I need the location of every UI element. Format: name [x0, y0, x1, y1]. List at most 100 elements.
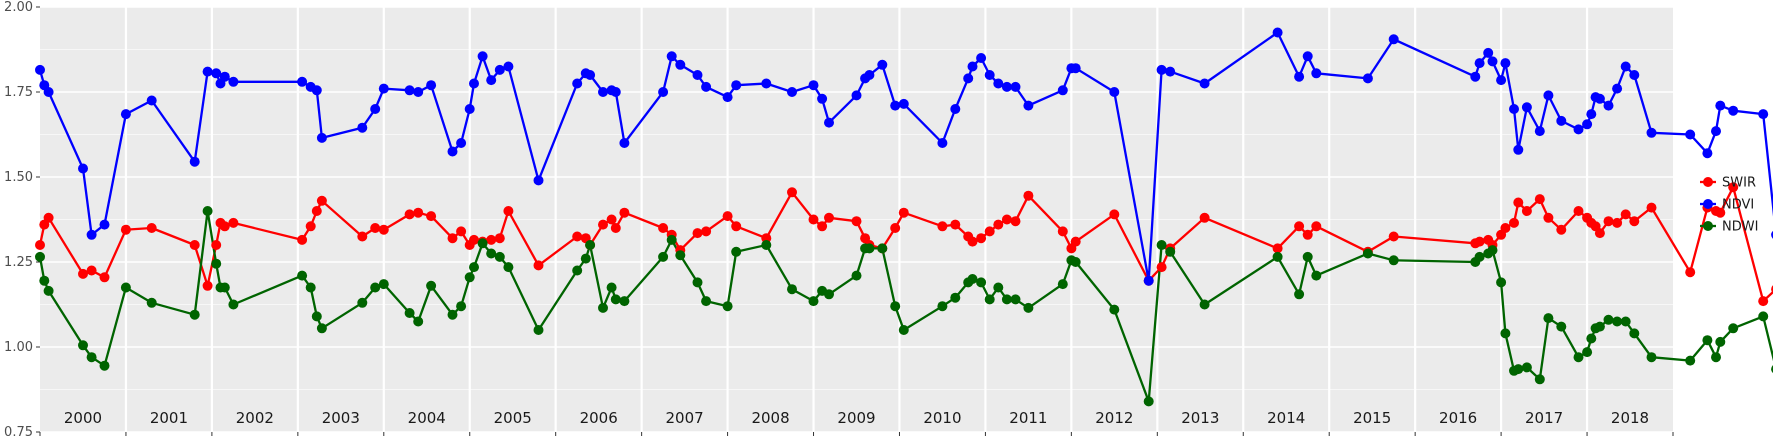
data-point-ndvi — [984, 70, 995, 80]
data-point-ndwi — [39, 275, 50, 286]
data-point-ndwi — [1010, 294, 1021, 305]
y-tick-label: 1.50 — [4, 170, 33, 185]
data-point-ndwi — [787, 284, 797, 295]
data-point-ndwi — [1156, 240, 1167, 250]
data-point-swir — [316, 195, 327, 206]
data-point-ndvi — [1573, 124, 1584, 135]
data-point-ndwi — [666, 234, 677, 245]
data-point-ndvi — [1702, 148, 1713, 159]
data-point-swir — [1620, 209, 1631, 220]
data-point-ndvi — [1556, 115, 1567, 126]
data-point-swir — [1023, 190, 1034, 201]
legend-item-ndvi: NDVI — [1700, 198, 1754, 213]
data-point-ndwi — [692, 277, 703, 288]
data-point-ndvi — [598, 87, 608, 97]
data-point-ndwi — [1711, 352, 1721, 363]
data-point-ndvi — [357, 122, 368, 133]
data-point-ndwi — [1603, 314, 1614, 325]
data-point-swir — [701, 226, 712, 237]
data-point-ndwi — [477, 238, 488, 249]
data-point-ndvi — [456, 138, 467, 148]
data-point-ndvi — [610, 87, 621, 97]
data-point-ndwi — [1388, 255, 1399, 266]
data-point-ndvi — [817, 93, 828, 104]
year-label: 2008 — [751, 409, 789, 427]
data-point-ndvi — [503, 61, 514, 72]
data-point-swir — [1199, 212, 1210, 223]
data-point-swir — [619, 207, 630, 218]
data-point-ndvi — [1685, 129, 1696, 140]
data-point-ndvi — [1199, 78, 1210, 89]
data-point-ndvi — [877, 59, 888, 70]
y-tick-label: 1.75 — [4, 85, 33, 100]
data-point-ndwi — [1646, 352, 1657, 363]
data-point-swir — [898, 207, 909, 218]
data-point-ndvi — [1513, 144, 1524, 155]
data-point-swir — [413, 207, 424, 218]
data-point-swir — [1594, 228, 1605, 239]
data-point-swir — [950, 219, 961, 230]
data-point-swir — [937, 221, 948, 232]
data-point-swir — [1057, 226, 1068, 237]
data-point-ndvi — [890, 100, 901, 111]
data-point-swir — [486, 234, 497, 245]
data-point-swir — [967, 236, 978, 247]
data-point-ndvi — [963, 73, 974, 84]
data-point-ndvi — [211, 68, 222, 79]
data-point-swir — [1758, 296, 1769, 307]
data-point-ndvi — [35, 64, 45, 75]
data-point-ndwi — [413, 316, 424, 327]
data-point-swir — [1509, 217, 1519, 228]
data-point-ndwi — [211, 258, 222, 269]
data-point-ndvi — [701, 81, 712, 92]
data-point-ndvi — [43, 87, 54, 97]
data-point-ndwi — [1143, 396, 1154, 407]
data-point-ndvi — [1156, 64, 1167, 75]
data-point-ndwi — [1165, 246, 1176, 257]
year-label: 2003 — [322, 409, 360, 427]
data-point-swir — [370, 223, 381, 233]
data-point-ndwi — [494, 251, 505, 262]
data-point-ndwi — [1556, 321, 1567, 332]
data-point-ndvi — [1487, 56, 1498, 67]
data-point-ndwi — [1500, 328, 1511, 339]
y-tick-label: 0.75 — [4, 425, 33, 440]
data-point-ndvi — [413, 87, 424, 97]
data-point-swir — [1728, 182, 1739, 193]
data-point-ndwi — [426, 280, 437, 291]
year-label: 2018 — [1611, 409, 1649, 427]
data-point-swir — [1612, 217, 1623, 228]
data-point-ndvi — [1057, 85, 1068, 96]
data-point-ndvi — [1543, 90, 1554, 101]
legend: SWIR NDVI NDWI — [1700, 176, 1758, 235]
year-label: 2007 — [666, 409, 704, 427]
data-point-ndvi — [378, 83, 389, 94]
data-point-ndwi — [1070, 257, 1081, 267]
data-point-swir — [1573, 206, 1584, 216]
data-point-ndwi — [202, 206, 213, 216]
data-point-swir — [378, 224, 389, 235]
data-point-ndwi — [1199, 299, 1210, 310]
data-point-ndwi — [824, 289, 834, 300]
data-point-ndvi — [761, 78, 772, 89]
data-point-swir — [1646, 202, 1657, 213]
year-label: 2012 — [1095, 409, 1133, 427]
data-point-swir — [305, 221, 316, 232]
year-label: 2016 — [1439, 409, 1477, 427]
data-point-ndwi — [1474, 251, 1485, 262]
data-point-ndwi — [606, 282, 617, 293]
data-point-ndwi — [464, 272, 475, 283]
data-point-swir — [824, 212, 834, 223]
legend-key-marker — [1703, 177, 1713, 187]
data-point-ndvi — [967, 61, 978, 72]
data-point-ndwi — [658, 251, 669, 262]
data-point-swir — [297, 234, 308, 245]
data-point-ndwi — [619, 296, 630, 307]
data-point-ndwi — [447, 309, 458, 320]
data-point-ndvi — [1001, 81, 1012, 92]
data-point-swir — [1010, 216, 1021, 227]
data-point-swir — [1715, 207, 1726, 218]
year-label: 2004 — [408, 409, 446, 427]
data-point-ndwi — [1582, 347, 1593, 358]
data-point-ndvi — [486, 75, 497, 86]
